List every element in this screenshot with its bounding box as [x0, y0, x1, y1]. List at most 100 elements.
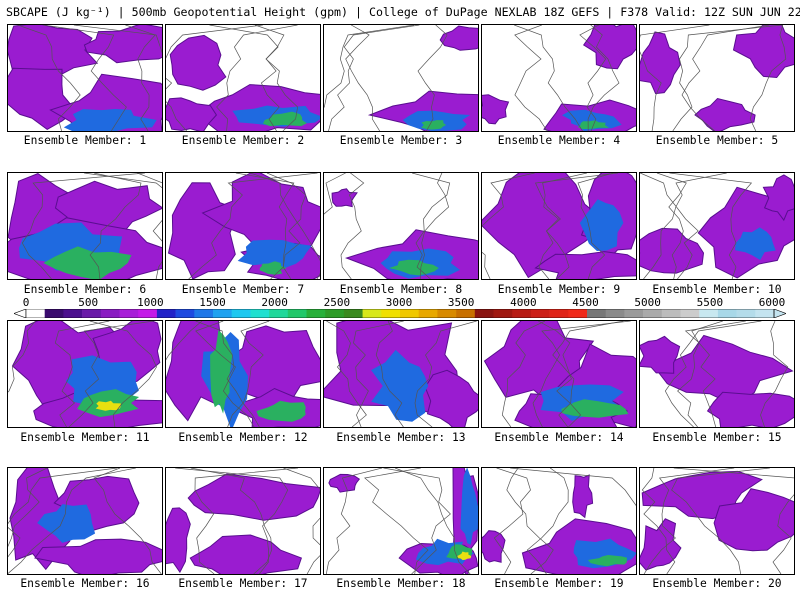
figure-title: SBCAPE (J kg⁻¹) | 500mb Geopotential Hei…	[6, 5, 800, 19]
colorbar-swatch	[82, 309, 102, 318]
map-boundary-line	[383, 468, 451, 574]
map-boundary-line	[195, 321, 255, 427]
map-boundary-line	[93, 468, 162, 574]
ensemble-map-panel	[481, 320, 637, 428]
ensemble-map-panel	[481, 467, 637, 575]
map-boundary-line	[8, 321, 36, 393]
map-boundary-line	[324, 25, 415, 108]
colorbar-swatch	[44, 309, 64, 318]
map-boundary-line	[166, 321, 203, 361]
colorbar-swatch	[605, 309, 625, 318]
cape-shading-map	[482, 173, 636, 279]
map-boundary-line	[326, 321, 367, 427]
ensemble-member-label: Ensemble Member: 7	[181, 283, 305, 296]
colorbar-tick-label: 500	[78, 296, 99, 309]
cape-contour-fill	[421, 120, 447, 130]
cape-contour-fill	[389, 259, 439, 276]
map-boundary-line	[514, 25, 548, 131]
colorbar-swatch	[63, 309, 83, 318]
colorbar-tick-label: 1500	[199, 296, 226, 309]
colorbar-swatch	[213, 309, 232, 318]
map-boundary-line	[235, 173, 295, 279]
map-boundary-line	[482, 173, 535, 279]
ensemble-member-label: Ensemble Member: 18	[336, 577, 466, 590]
cape-contour-fill	[561, 399, 629, 418]
map-boundary-line	[526, 468, 569, 574]
ensemble-member-label: Ensemble Member: 12	[178, 431, 308, 444]
ensemble-member-label: Ensemble Member: 5	[655, 134, 779, 147]
colorbar-swatch	[418, 309, 438, 318]
ensemble-map-panel	[639, 320, 795, 428]
cape-contour-fill	[166, 97, 218, 131]
colorbar-swatch	[194, 309, 214, 318]
cape-contour-fill	[256, 400, 306, 422]
ensemble-member-label: Ensemble Member: 15	[652, 431, 782, 444]
map-boundary-line	[43, 25, 127, 131]
ensemble-map-panel	[323, 467, 479, 575]
map-boundary-line	[250, 173, 320, 279]
map-boundary-line	[542, 173, 587, 279]
cape-contour-fill	[460, 468, 478, 545]
map-boundary-line	[493, 468, 531, 574]
map-boundary-line	[89, 173, 142, 279]
cape-contour-fill	[63, 109, 157, 131]
map-boundary-line	[21, 173, 145, 279]
map-boundary-line	[664, 321, 762, 427]
ensemble-map-panel	[165, 172, 321, 280]
cape-contour-fill	[534, 251, 636, 279]
map-boundary-line	[353, 321, 404, 427]
map-boundary-line	[412, 173, 451, 279]
map-boundary-line	[506, 468, 554, 574]
ensemble-member-label: Ensemble Member: 6	[23, 283, 147, 296]
map-boundary-line	[514, 25, 583, 131]
colorbar-swatch	[568, 309, 588, 318]
map-boundary-line	[8, 468, 48, 547]
map-boundary-line	[417, 25, 448, 131]
colorbar-tick-label: 4500	[572, 296, 599, 309]
map-boundary-line	[137, 173, 162, 279]
colorbar-swatch	[437, 309, 457, 318]
map-boundary-line	[227, 321, 270, 427]
ensemble-member-label: Ensemble Member: 17	[178, 577, 308, 590]
colorbar-swatch	[512, 309, 532, 318]
map-boundary-line	[188, 173, 318, 279]
cape-shading-map	[166, 468, 320, 574]
colorbar-tick-label: 2000	[261, 296, 288, 309]
cape-shading-map	[324, 321, 478, 427]
map-boundary-line	[375, 321, 404, 427]
cape-shading-map	[324, 173, 478, 279]
colorbar-tick-label: 2500	[323, 296, 351, 309]
map-boundary-line	[283, 468, 320, 574]
colorbar-swatch	[549, 309, 569, 318]
cape-contour-fill	[328, 473, 361, 493]
map-boundary-line	[640, 25, 710, 131]
map-boundary-line	[673, 468, 794, 574]
cape-shading-map	[482, 468, 636, 574]
cape-contour-fill	[34, 538, 162, 574]
ensemble-member-label: Ensemble Member: 20	[652, 577, 782, 590]
cape-contour-fill	[640, 31, 681, 95]
map-boundary-line	[669, 173, 753, 279]
colorbar-tick-label: 4000	[510, 296, 537, 309]
colorbar-swatch	[680, 309, 700, 318]
map-boundary-line	[681, 25, 770, 131]
cape-contour-fill	[582, 25, 636, 70]
cape-shading-map	[8, 173, 162, 279]
map-boundary-line	[8, 468, 136, 574]
cape-contour-fill	[95, 400, 121, 411]
colorbar-swatch	[587, 309, 606, 318]
cape-contour-fill	[640, 227, 705, 274]
ensemble-map-panel	[323, 172, 479, 280]
map-boundary-line	[534, 173, 619, 279]
map-boundary-line	[125, 25, 156, 131]
cape-contour-fill	[713, 488, 794, 552]
colorbar-swatch	[661, 309, 681, 318]
map-boundary-line	[532, 321, 631, 427]
cape-contour-fill	[457, 551, 472, 561]
ensemble-member-label: Ensemble Member: 1	[23, 134, 147, 147]
ensemble-map-panel	[7, 320, 163, 428]
colorbar-tick-label: 1000	[137, 296, 164, 309]
colorbar-swatch	[699, 309, 719, 318]
cape-contour-fill	[694, 97, 756, 131]
colorbar-swatch	[343, 309, 363, 318]
